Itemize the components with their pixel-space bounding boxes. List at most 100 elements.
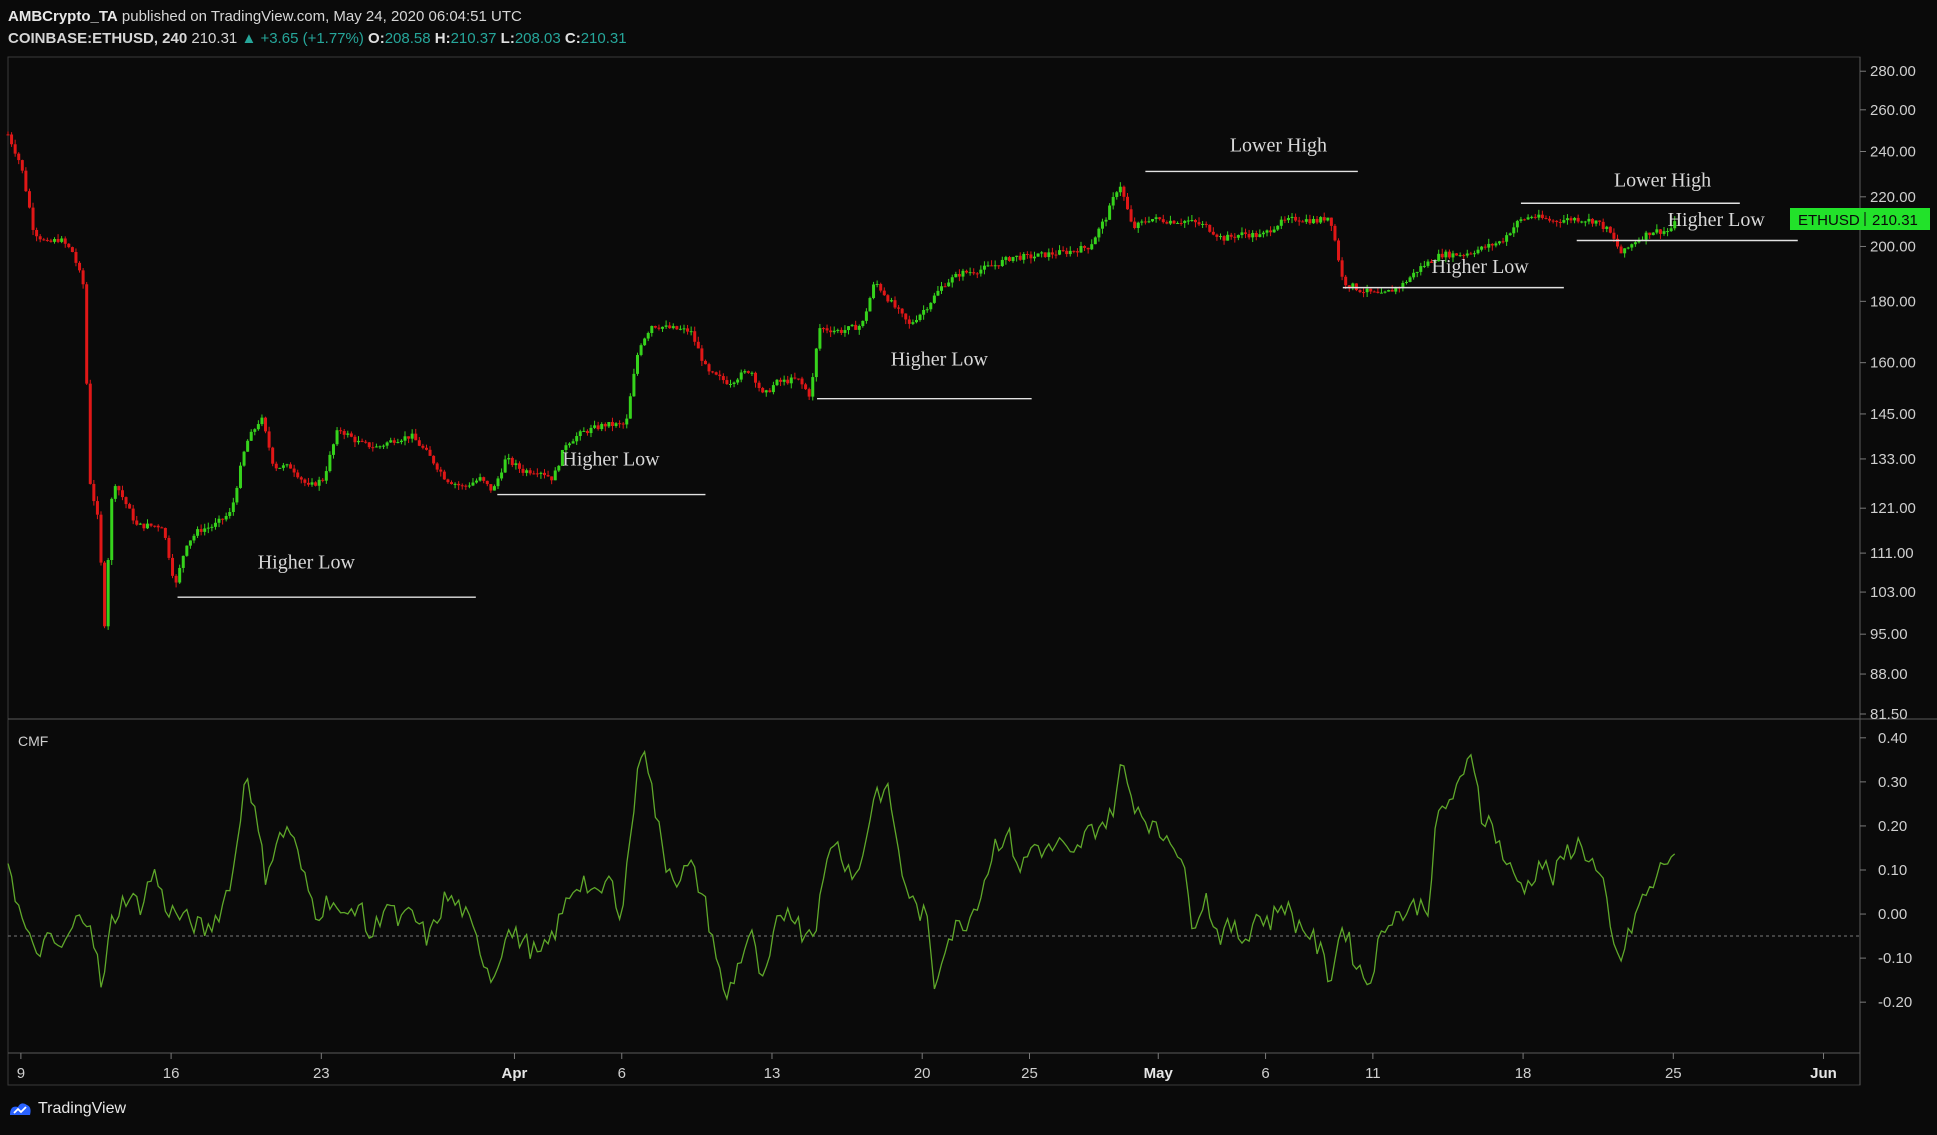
candle-body <box>1215 234 1219 237</box>
candle-body <box>306 482 310 485</box>
time-axis: 9 16 23 Apr 6 13 20 25 May 6 11 18 25 Jun <box>17 1053 1837 1082</box>
candle-body <box>1043 252 1047 258</box>
candle-body <box>814 348 818 378</box>
candle-body <box>174 575 178 583</box>
footer-brand[interactable]: TradingView <box>8 1100 126 1118</box>
candle-body <box>750 372 754 374</box>
candle-body <box>135 520 139 525</box>
candle-body <box>914 319 918 323</box>
candle-body <box>671 326 675 329</box>
candle-body <box>600 423 604 430</box>
price-tick-label: 200.00 <box>1870 238 1916 255</box>
cmf-tick-label: 0.00 <box>1878 906 1907 923</box>
candle-body <box>1347 285 1351 288</box>
candle-body <box>1376 291 1380 293</box>
candle-body <box>936 290 940 296</box>
author-name[interactable]: AMBCrypto_TA <box>8 8 118 25</box>
candle-body <box>897 307 901 309</box>
candle-body <box>721 376 725 381</box>
candle-body <box>821 328 825 330</box>
candle-body <box>1648 232 1652 236</box>
candle-body <box>1630 244 1634 248</box>
candle-body <box>861 320 865 327</box>
candle-body <box>1311 218 1315 224</box>
candle-body <box>1201 223 1205 225</box>
candle-body <box>1329 217 1333 226</box>
candle-body <box>1065 250 1069 255</box>
candle-body <box>1319 217 1323 223</box>
time-tick-label: 13 <box>764 1065 781 1082</box>
candle-body <box>1616 238 1620 247</box>
candle-body <box>728 383 732 385</box>
candle-body <box>1090 244 1094 250</box>
candle-body <box>328 454 332 472</box>
candle-body <box>761 388 765 393</box>
candle-body <box>475 480 479 483</box>
candle-body <box>428 449 432 456</box>
annotation-label: Lower High <box>1614 170 1711 192</box>
candle-body <box>682 328 686 330</box>
time-tick-label: 6 <box>1261 1065 1269 1082</box>
candle-body <box>786 379 790 384</box>
candle-body <box>160 527 164 529</box>
candle-body <box>1419 266 1423 272</box>
candle-body <box>940 286 944 291</box>
cmf-tick-label: 0.40 <box>1878 730 1907 747</box>
candle-body <box>113 486 117 499</box>
candle-body <box>553 470 557 481</box>
close-label: C: <box>564 30 581 47</box>
candle-body <box>457 483 461 486</box>
candle-body <box>1279 219 1283 226</box>
candle-body <box>746 371 750 373</box>
candle-body <box>31 207 35 230</box>
candle-body <box>907 319 911 324</box>
candle-body <box>260 417 264 425</box>
candle-body <box>668 325 672 329</box>
candle-body <box>918 314 922 320</box>
time-tick-label: 6 <box>618 1065 626 1082</box>
candle-body <box>1340 260 1344 277</box>
candle-body <box>1040 252 1044 254</box>
candle-body <box>56 239 60 242</box>
candle-body <box>1666 231 1670 233</box>
candle-body <box>1193 220 1197 223</box>
candle-body <box>807 389 811 397</box>
candle-body <box>879 283 883 291</box>
candle-body <box>145 523 149 529</box>
candle-body <box>485 480 489 485</box>
candle-body <box>1619 246 1623 254</box>
candle-body <box>1451 253 1455 258</box>
candle-body <box>271 447 275 464</box>
candle-body <box>1183 220 1187 224</box>
price-tick-label: 160.00 <box>1870 355 1916 372</box>
candle-body <box>1140 221 1144 223</box>
candle-body <box>414 433 418 441</box>
candle-body <box>900 308 904 314</box>
candle-body <box>181 555 185 568</box>
candle-body <box>60 238 64 242</box>
candle-body <box>689 331 693 333</box>
candle-body <box>678 328 682 330</box>
time-tick-label: 20 <box>914 1065 931 1082</box>
candle-body <box>754 372 758 383</box>
candle-body <box>1333 225 1337 241</box>
price-tick-label: 145.00 <box>1870 406 1916 423</box>
candle-body <box>1297 220 1301 222</box>
candle-body <box>621 423 625 425</box>
candle-body <box>1000 259 1004 266</box>
candle-body <box>929 302 933 310</box>
candle-body <box>1612 232 1616 239</box>
candle-body <box>593 425 597 428</box>
symbol-label[interactable]: COINBASE:ETHUSD, 240 <box>8 30 188 47</box>
indicator-label[interactable]: CMF <box>18 733 48 749</box>
candle-body <box>360 440 364 442</box>
candle-body <box>1537 214 1541 218</box>
candle-body <box>163 527 167 538</box>
candle-body <box>27 191 31 208</box>
candle-body <box>743 371 747 373</box>
candle-body <box>625 418 629 425</box>
candle-body <box>464 485 468 487</box>
candle-body <box>1244 232 1248 234</box>
candle-body <box>1601 221 1605 229</box>
